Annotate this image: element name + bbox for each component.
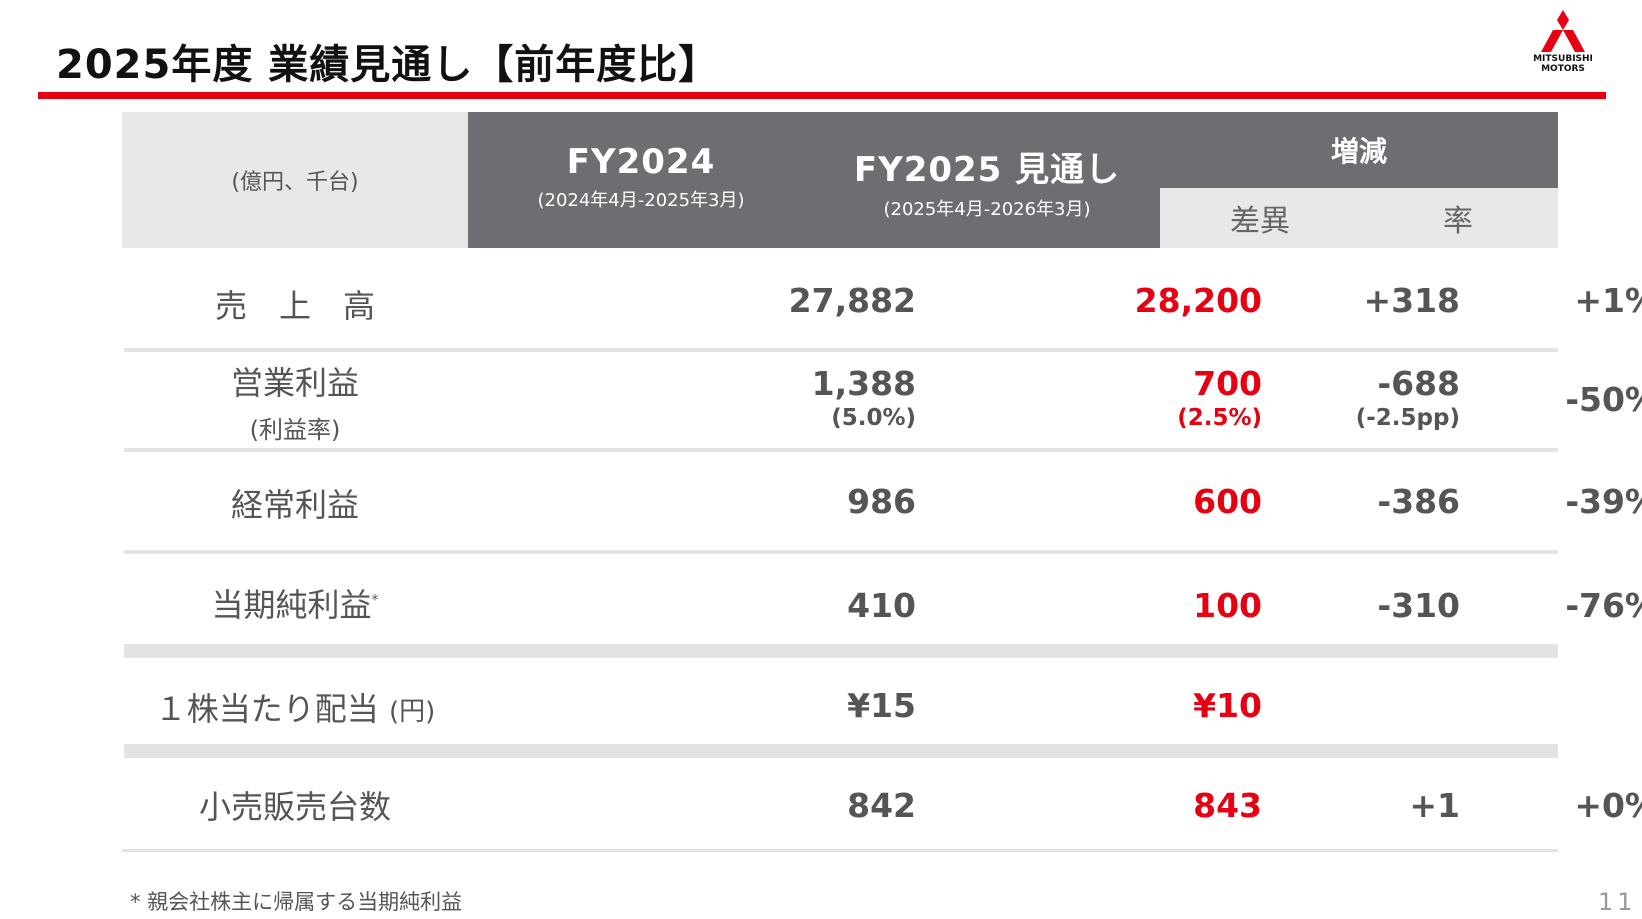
row-divider [124,448,1558,452]
row-label-main: 営業利益 [230,364,359,402]
row-label: 売 上 高 [214,287,375,325]
cell-fy2024: ¥15 [847,686,916,725]
table-row: 営業利益 (利益率) 1,388 (5.0%) 700 (2.5%) -688 … [122,352,1642,448]
cell-fy2024: 842 [847,786,916,825]
cell-fy2025: 100 [1193,586,1262,625]
table-row: 経常利益 986 600 -386 -39% [122,452,1642,550]
cell-fy2024: 1,388 (5.0%) [468,364,916,431]
row-label: 当期純利益* [122,580,468,626]
footnote-mark: * [371,592,379,609]
row-divider [124,744,1558,758]
page-title: 2025年度 業績見通し【前年度比】 [56,42,720,88]
logo-wordmark: MITSUBISHI MOTORS [1533,54,1593,74]
row-divider [124,550,1558,554]
header-change: 増減 [1330,135,1387,168]
cell-fy2024: 410 [847,586,916,625]
cell-rate: -76% [1565,586,1642,625]
cell-fy2025: 700 (2.5%) [822,364,1262,431]
header-change-subbar [1160,188,1558,248]
header-fy2024: FY2024 (2024年4月-2025年3月) [468,112,814,248]
cell-rate: -39% [1565,482,1642,521]
three-diamonds-icon [1541,10,1585,52]
footnote: * 親会社株主に帰属する当期純利益 [130,890,463,914]
cell-rate: -50% [1565,380,1642,419]
cell-rate: +1% [1574,281,1642,320]
row-label: 小売販売台数 [198,788,391,826]
header-fy2025-period: (2025年4月-2026年3月) [883,199,1091,220]
row-label: 営業利益 (利益率) [122,358,468,445]
cell-diff: -386 [1377,482,1460,521]
row-label-main: １株当たり配当 [154,690,379,728]
page-number: 11 [1598,888,1637,916]
table-row: 売 上 高 27,882 28,200 +318 +1% [122,248,1642,348]
header-fy2025-title: FY2025 見通し [853,150,1121,190]
cell-sub-value: (5.0%) [831,405,916,431]
cell-diff: +318 [1363,281,1460,320]
row-label-sub: (利益率) [249,416,341,444]
cell-value: -688 [1377,364,1460,403]
table-row: １株当たり配当 (円) ¥15 ¥10 [122,658,1558,744]
row-label: １株当たり配当 (円) [122,684,468,730]
cell-value: 700 [1193,364,1262,403]
header-fy2025: FY2025 見通し (2025年4月-2026年3月) [814,112,1160,248]
table-bottom-rule [122,849,1558,852]
row-label-main: 当期純利益 [211,586,372,624]
cell-diff: +1 [1409,786,1460,825]
unit-label: (億円、千台) [122,112,468,248]
mitsubishi-motors-logo: MITSUBISHI MOTORS [1518,10,1608,80]
cell-fy2025: 28,200 [1134,281,1262,320]
title-underline [38,92,1606,99]
row-divider [124,644,1558,658]
table-row: 小売販売台数 842 843 +1 +0% [122,758,1642,848]
row-divider [124,348,1558,352]
cell-diff: -688 (-2.5pp) [1160,364,1460,431]
cell-fy2025: 843 [1193,786,1262,825]
row-label: 経常利益 [230,486,359,524]
table-row: 当期純利益* 410 100 -310 -76% [122,554,1642,644]
cell-fy2025: ¥10 [1193,686,1262,725]
cell-diff: -310 [1377,586,1460,625]
header-fy2024-title: FY2024 [566,142,716,182]
cell-sub-value: (-2.5pp) [1355,405,1460,431]
header-rate: 率 [1443,204,1473,239]
cell-fy2024: 986 [847,482,916,521]
row-label-unit: (円) [388,697,436,727]
cell-rate: +0% [1574,786,1642,825]
cell-fy2024: 27,882 [788,281,916,320]
cell-value: 1,388 [811,364,916,403]
cell-fy2025: 600 [1193,482,1262,521]
header-diff: 差異 [1230,204,1290,239]
header-fy2024-period: (2024年4月-2025年3月) [537,190,745,211]
cell-sub-value: (2.5%) [1177,405,1262,431]
